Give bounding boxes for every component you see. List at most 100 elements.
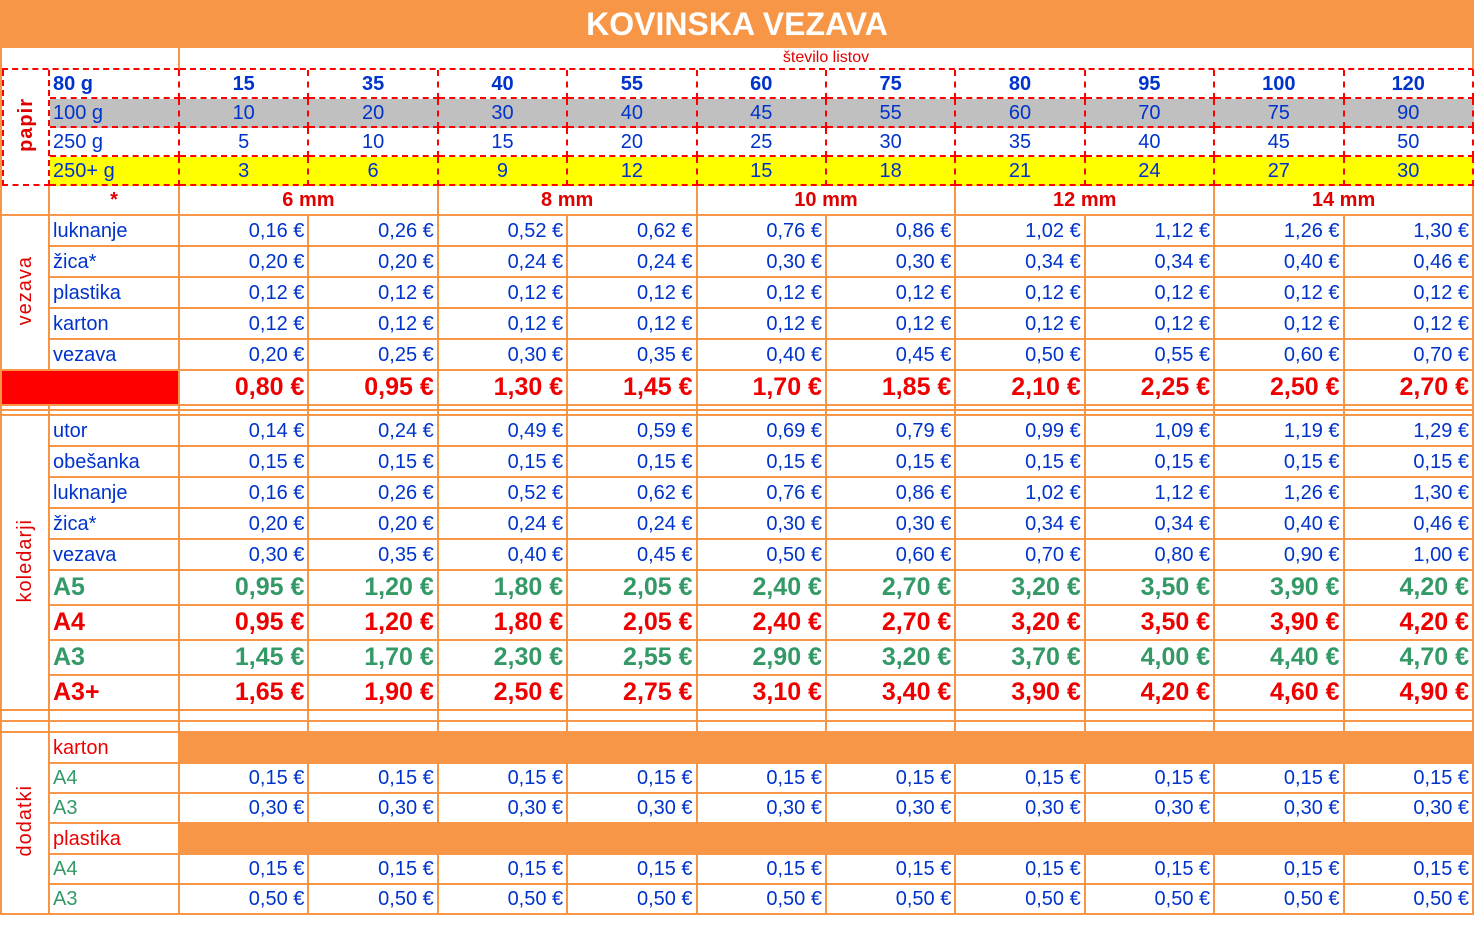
total-price: 3,20 € [956, 571, 1086, 606]
total-price: 0,95 € [180, 606, 310, 641]
total-price: 1,20 € [309, 571, 439, 606]
sheet-count: 10 [180, 99, 310, 128]
price: 0,25 € [309, 340, 439, 371]
empty-cell [1215, 411, 1345, 416]
price: 0,15 € [826, 855, 957, 885]
empty-cell [697, 722, 827, 733]
price: 0,24 € [568, 509, 698, 540]
sheet-count: 12 [568, 157, 698, 186]
price: 0,30 € [956, 794, 1086, 824]
price: 0,30 € [1344, 794, 1474, 824]
price: 0,34 € [956, 509, 1086, 540]
empty-cell [309, 711, 439, 722]
price-row: žica* 0,20 €0,20 €0,24 €0,24 €0,30 €0,30 … [2, 247, 1474, 278]
orange-fill [180, 733, 1474, 764]
empty-cell [1344, 722, 1474, 733]
total-price: 0,95 € [180, 571, 310, 606]
price: 0,15 € [180, 447, 310, 478]
empty-cell [2, 722, 50, 733]
price: 0,15 € [438, 447, 569, 478]
total-price: 3,40 € [826, 676, 957, 711]
size-row: * 6 mm 8 mm 10 mm 12 mm 14 mm [2, 186, 1474, 216]
empty-cell [50, 722, 180, 733]
sheet-count: 100 [1215, 70, 1345, 99]
price-row: žica* 0,20 €0,20 €0,24 €0,24 €0,30 €0,30 … [2, 509, 1474, 540]
price: 0,15 € [1344, 447, 1474, 478]
price: 0,50 € [1215, 885, 1345, 915]
price: 0,45 € [568, 540, 698, 571]
price: 0,16 € [180, 216, 310, 247]
price-row: A4 0,15 €0,15 €0,15 €0,15 €0,15 €0,15 €0,… [2, 855, 1474, 885]
paper-row: papir 80 g 15 35 40 55 60 75 80 95 100 120 [2, 70, 1474, 186]
paper-row: 250 g 5 10 15 20 25 30 35 40 45 50 [2, 128, 1474, 157]
price: 0,12 € [956, 309, 1086, 340]
price: 0,15 € [1085, 447, 1216, 478]
price: 0,50 € [826, 885, 957, 915]
price: 0,12 € [697, 309, 827, 340]
empty-cell [309, 722, 439, 733]
price-row: vezava luknanje 0,16 €0,26 €0,52 €0,62 €0,… [2, 216, 1474, 371]
price: 0,55 € [1085, 340, 1216, 371]
empty-cell [568, 411, 698, 416]
price: 0,79 € [826, 416, 957, 447]
empty-cell [956, 406, 1086, 411]
price: 0,16 € [180, 478, 310, 509]
total-price: 2,05 € [568, 571, 698, 606]
price: 1,26 € [1215, 216, 1345, 247]
empty-cell [697, 411, 827, 416]
price: 0,12 € [309, 278, 439, 309]
empty-cell [568, 722, 698, 733]
price: 1,09 € [1085, 416, 1216, 447]
sheet-count: 30 [438, 99, 569, 128]
total-price: 1,65 € [180, 676, 310, 711]
total-price: 3,70 € [956, 641, 1086, 676]
empty-cell [1215, 711, 1345, 722]
sheet-count: 55 [826, 99, 957, 128]
price: 0,40 € [697, 340, 827, 371]
price: 0,40 € [1215, 247, 1345, 278]
price: 0,20 € [180, 340, 310, 371]
price: 0,12 € [1085, 278, 1216, 309]
price: 0,14 € [180, 416, 310, 447]
total-row: A5 0,95 €1,20 €1,80 €2,05 €2,40 €2,70 €3,… [2, 571, 1474, 606]
price: 0,30 € [697, 509, 827, 540]
row-name: A3 [50, 885, 180, 915]
price-row: luknanje 0,16 €0,26 €0,52 €0,62 €0,76 €0,… [2, 478, 1474, 509]
price: 0,15 € [956, 855, 1086, 885]
spacer-row [2, 711, 1474, 722]
price: 0,12 € [180, 309, 310, 340]
empty-cell [2, 48, 180, 70]
empty-cell [180, 722, 310, 733]
row-name: A3+ [50, 676, 180, 711]
price: 0,50 € [309, 885, 439, 915]
row-name: žica* [50, 509, 180, 540]
sheet-count: 50 [1344, 128, 1474, 157]
side-label: dodatki [2, 733, 50, 915]
price: 0,30 € [568, 794, 698, 824]
title: KOVINSKA VEZAVA [2, 0, 1474, 48]
price-row: obešanka 0,15 €0,15 €0,15 €0,15 €0,15 €0,… [2, 447, 1474, 478]
price: 0,30 € [826, 509, 957, 540]
price: 0,12 € [697, 278, 827, 309]
total-price: 2,55 € [568, 641, 698, 676]
price: 0,59 € [568, 416, 698, 447]
price: 0,24 € [438, 509, 569, 540]
red-block [2, 371, 180, 406]
sheet-count: 20 [568, 128, 698, 157]
orange-fill [180, 824, 1474, 855]
total-row: A3 1,45 €1,70 €2,30 €2,55 €2,90 €3,20 €3,… [2, 641, 1474, 676]
price: 0,24 € [568, 247, 698, 278]
price: 0,62 € [568, 216, 698, 247]
row-name: plastika [50, 278, 180, 309]
side-label-text: dodatki [14, 785, 36, 857]
sheet-count: 40 [438, 70, 569, 99]
price: 0,15 € [956, 764, 1086, 794]
size-label: 14 mm [1215, 186, 1474, 216]
row-name: karton [50, 309, 180, 340]
sheet-count: 120 [1344, 70, 1474, 99]
spacer-row [2, 411, 1474, 416]
total-price: 3,20 € [956, 606, 1086, 641]
paper-row: 100 g 10 20 30 40 45 55 60 70 75 90 [2, 99, 1474, 128]
price: 0,12 € [1344, 278, 1474, 309]
price: 0,30 € [180, 794, 310, 824]
